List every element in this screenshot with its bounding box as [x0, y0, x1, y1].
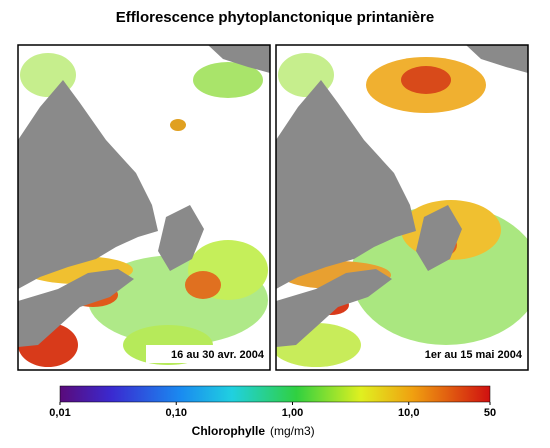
- panel-label: 16 au 30 avr. 2004: [171, 349, 265, 361]
- map-panel: 16 au 30 avr. 2004: [17, 44, 271, 371]
- colorbar-tick-label: 0,01: [49, 407, 70, 419]
- colorbar: [59, 385, 491, 403]
- title: Efflorescence phytoplanctonique printani…: [116, 9, 434, 26]
- colorbar-tick-label: 0,10: [166, 407, 187, 419]
- colorbar-tick-label: 10,0: [398, 407, 419, 419]
- colorbar-tick-label: 1,00: [282, 407, 303, 419]
- panel-label: 1er au 15 mai 2004: [425, 349, 523, 361]
- map-panel: 1er au 15 mai 2004: [275, 44, 529, 371]
- colorbar-unit: (mg/m3): [270, 424, 315, 438]
- colorbar-label: Chlorophylle: [192, 424, 266, 438]
- colorbar-tick-label: 50: [484, 407, 496, 419]
